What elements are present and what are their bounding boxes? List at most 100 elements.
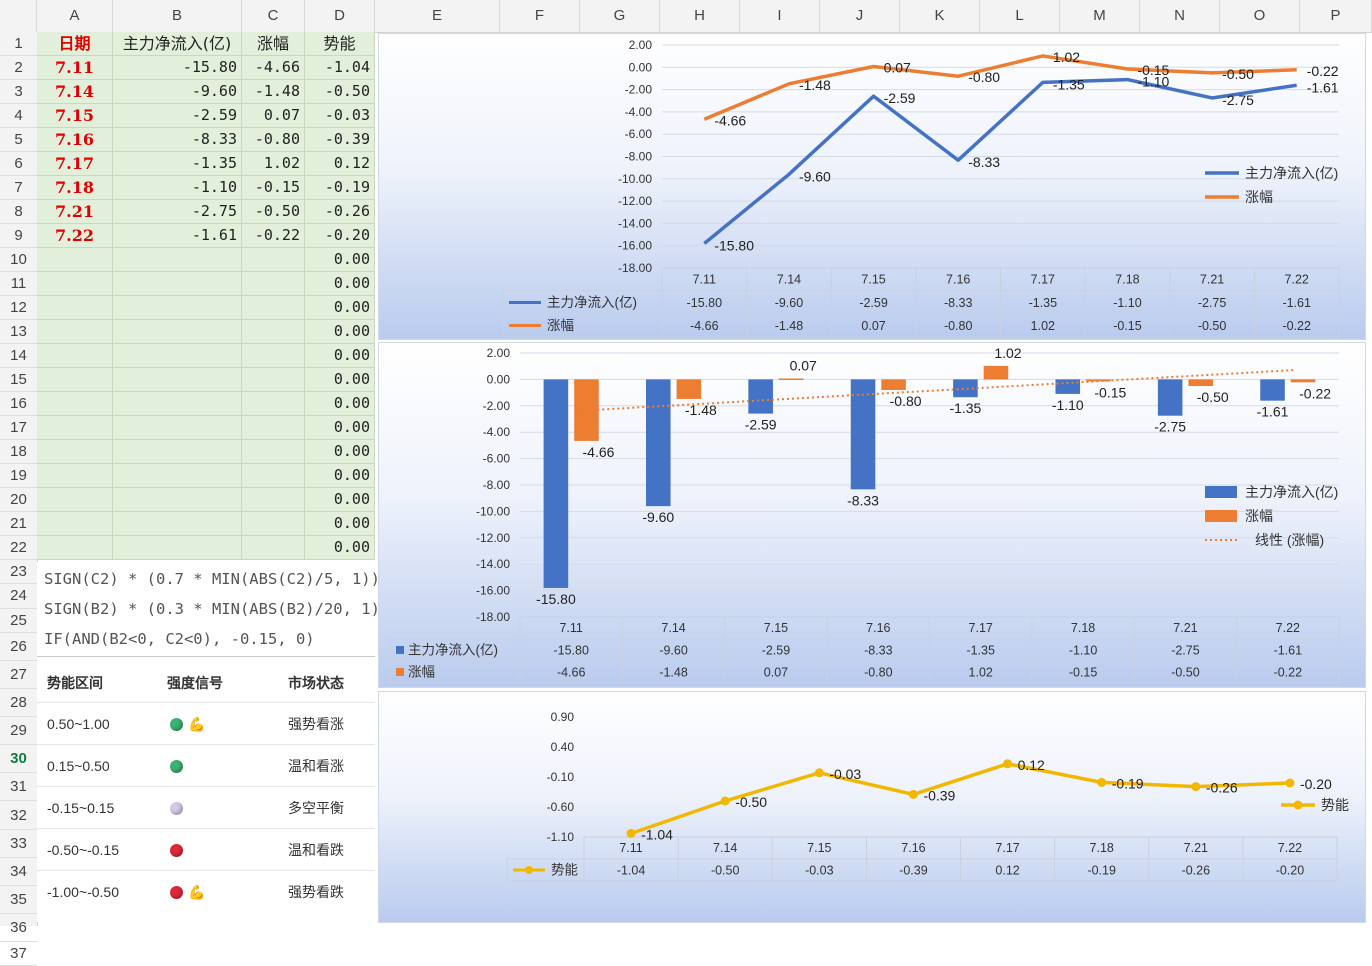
row-header-25[interactable]: 25	[0, 609, 37, 633]
series-line[interactable]	[703, 77, 1297, 245]
bar[interactable]	[1055, 379, 1081, 394]
bar[interactable]	[748, 379, 773, 414]
row-header-24[interactable]: 24	[0, 584, 37, 609]
bar[interactable]	[953, 379, 978, 398]
column-header-K[interactable]: K	[900, 0, 980, 32]
legend-key	[1205, 510, 1237, 522]
data-label: -2.59	[884, 90, 916, 106]
data-table-value: -0.50	[1171, 665, 1200, 679]
bar[interactable]	[778, 378, 804, 380]
row-header-21[interactable]: 21	[0, 512, 37, 536]
legend-label: 势能	[1321, 797, 1349, 813]
row-header-31[interactable]: 31	[0, 773, 37, 802]
bar[interactable]	[1260, 379, 1285, 401]
column-header-J[interactable]: J	[820, 0, 900, 32]
bar[interactable]	[543, 379, 569, 588]
data-point[interactable]	[814, 768, 824, 778]
bar[interactable]	[1157, 379, 1183, 416]
row-header-9[interactable]: 9	[0, 224, 37, 248]
column-header-G[interactable]: G	[580, 0, 660, 32]
bar[interactable]	[881, 379, 906, 390]
bar[interactable]	[1188, 379, 1214, 386]
row-header-33[interactable]: 33	[0, 830, 37, 858]
value-cell: -4.66	[242, 56, 305, 80]
data-point[interactable]	[1285, 778, 1295, 788]
row-header-23[interactable]: 23	[0, 560, 37, 585]
data-point[interactable]	[1191, 782, 1201, 792]
row-header-18[interactable]: 18	[0, 440, 37, 464]
data-table-value: -1.61	[1282, 296, 1311, 310]
series-line[interactable]	[630, 762, 1291, 836]
bar[interactable]	[850, 379, 876, 490]
column-header-I[interactable]: I	[740, 0, 820, 32]
bar[interactable]	[676, 379, 702, 399]
chart-potential-line[interactable]: 0.90 0.40 -0.10 -0.60 -1.10 7.11 7.14 7.15 7.16 7…	[378, 691, 1366, 923]
y-tick-label: -12.00	[618, 194, 652, 208]
column-header-P[interactable]: P	[1300, 0, 1372, 32]
data-point[interactable]	[626, 828, 636, 838]
row-header-32[interactable]: 32	[0, 802, 37, 830]
row-header-27[interactable]: 27	[0, 661, 37, 690]
row-header-7[interactable]: 7	[0, 176, 37, 200]
row-header-10[interactable]: 10	[0, 248, 37, 272]
row-header-15[interactable]: 15	[0, 368, 37, 392]
row-header-17[interactable]: 17	[0, 416, 37, 440]
row-header-36[interactable]: 36	[0, 914, 37, 942]
row-header-16[interactable]: 16	[0, 392, 37, 416]
column-header-A[interactable]: A	[37, 0, 113, 32]
data-point[interactable]	[1097, 777, 1107, 787]
x-tick-label: 7.14	[713, 841, 737, 855]
row-header-1[interactable]: 1	[0, 32, 37, 56]
data-table-value: -0.39	[899, 863, 928, 877]
formula-line: IF(AND(B2<0, C2<0), -0.15, 0)	[44, 630, 315, 648]
chart-flow-change-line[interactable]: 2.00 0.00 -2.00 -4.00 -6.00 -8.00 -10.00 -12.00…	[378, 33, 1366, 340]
column-header-C[interactable]: C	[242, 0, 305, 32]
row-header-34[interactable]: 34	[0, 858, 37, 886]
column-header-B[interactable]: B	[113, 0, 242, 32]
column-header-D[interactable]: D	[305, 0, 375, 32]
row-header-26[interactable]: 26	[0, 633, 37, 661]
data-label: -1.35	[1053, 76, 1085, 92]
column-header-O[interactable]: O	[1220, 0, 1300, 32]
column-header-M[interactable]: M	[1060, 0, 1140, 32]
row-header-22[interactable]: 22	[0, 536, 37, 560]
row-header-13[interactable]: 13	[0, 320, 37, 344]
chart-flow-change-bar[interactable]: 2.00 0.00 -2.00 -4.00 -6.00 -8.00 -10.00 -12.00…	[378, 342, 1366, 688]
row-header-29[interactable]: 29	[0, 717, 37, 746]
row-header-28[interactable]: 28	[0, 689, 37, 718]
row-header-30[interactable]: 30	[0, 745, 37, 774]
row-header-2[interactable]: 2	[0, 56, 37, 80]
row-header-4[interactable]: 4	[0, 104, 37, 128]
row-header-35[interactable]: 35	[0, 886, 37, 914]
data-table-value: -0.22	[1282, 319, 1311, 333]
row-header-6[interactable]: 6	[0, 152, 37, 176]
column-header-E[interactable]: E	[375, 0, 500, 32]
row-header-19[interactable]: 19	[0, 464, 37, 488]
column-header-L[interactable]: L	[980, 0, 1060, 32]
row-header-5[interactable]: 5	[0, 128, 37, 152]
row-header-8[interactable]: 8	[0, 200, 37, 224]
row-header-20[interactable]: 20	[0, 488, 37, 512]
data-label: -0.15	[1094, 384, 1126, 400]
series-line[interactable]	[703, 54, 1297, 121]
column-header-F[interactable]: F	[500, 0, 580, 32]
row-header-12[interactable]: 12	[0, 296, 37, 320]
bar[interactable]	[645, 379, 671, 507]
row-header-37[interactable]: 37	[0, 942, 37, 966]
row-header-14[interactable]: 14	[0, 344, 37, 368]
bar[interactable]	[1290, 379, 1316, 383]
data-point[interactable]	[1003, 759, 1013, 769]
data-table-value: -0.15	[1069, 665, 1098, 679]
column-header-H[interactable]: H	[660, 0, 740, 32]
data-table-value: 0.12	[995, 863, 1019, 877]
empty-cell	[37, 248, 113, 272]
bar[interactable]	[983, 365, 1009, 380]
value-cell: 0.00	[305, 440, 375, 464]
data-point[interactable]	[908, 789, 918, 799]
row-header-3[interactable]: 3	[0, 80, 37, 104]
column-header-N[interactable]: N	[1140, 0, 1220, 32]
y-tick-label: -1.10	[547, 830, 575, 844]
data-point[interactable]	[720, 796, 730, 806]
row-header-11[interactable]: 11	[0, 272, 37, 296]
